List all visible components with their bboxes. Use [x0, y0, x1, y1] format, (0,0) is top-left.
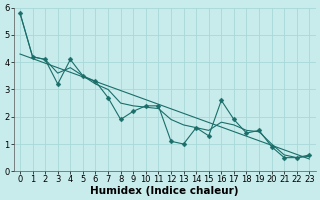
X-axis label: Humidex (Indice chaleur): Humidex (Indice chaleur)	[91, 186, 239, 196]
